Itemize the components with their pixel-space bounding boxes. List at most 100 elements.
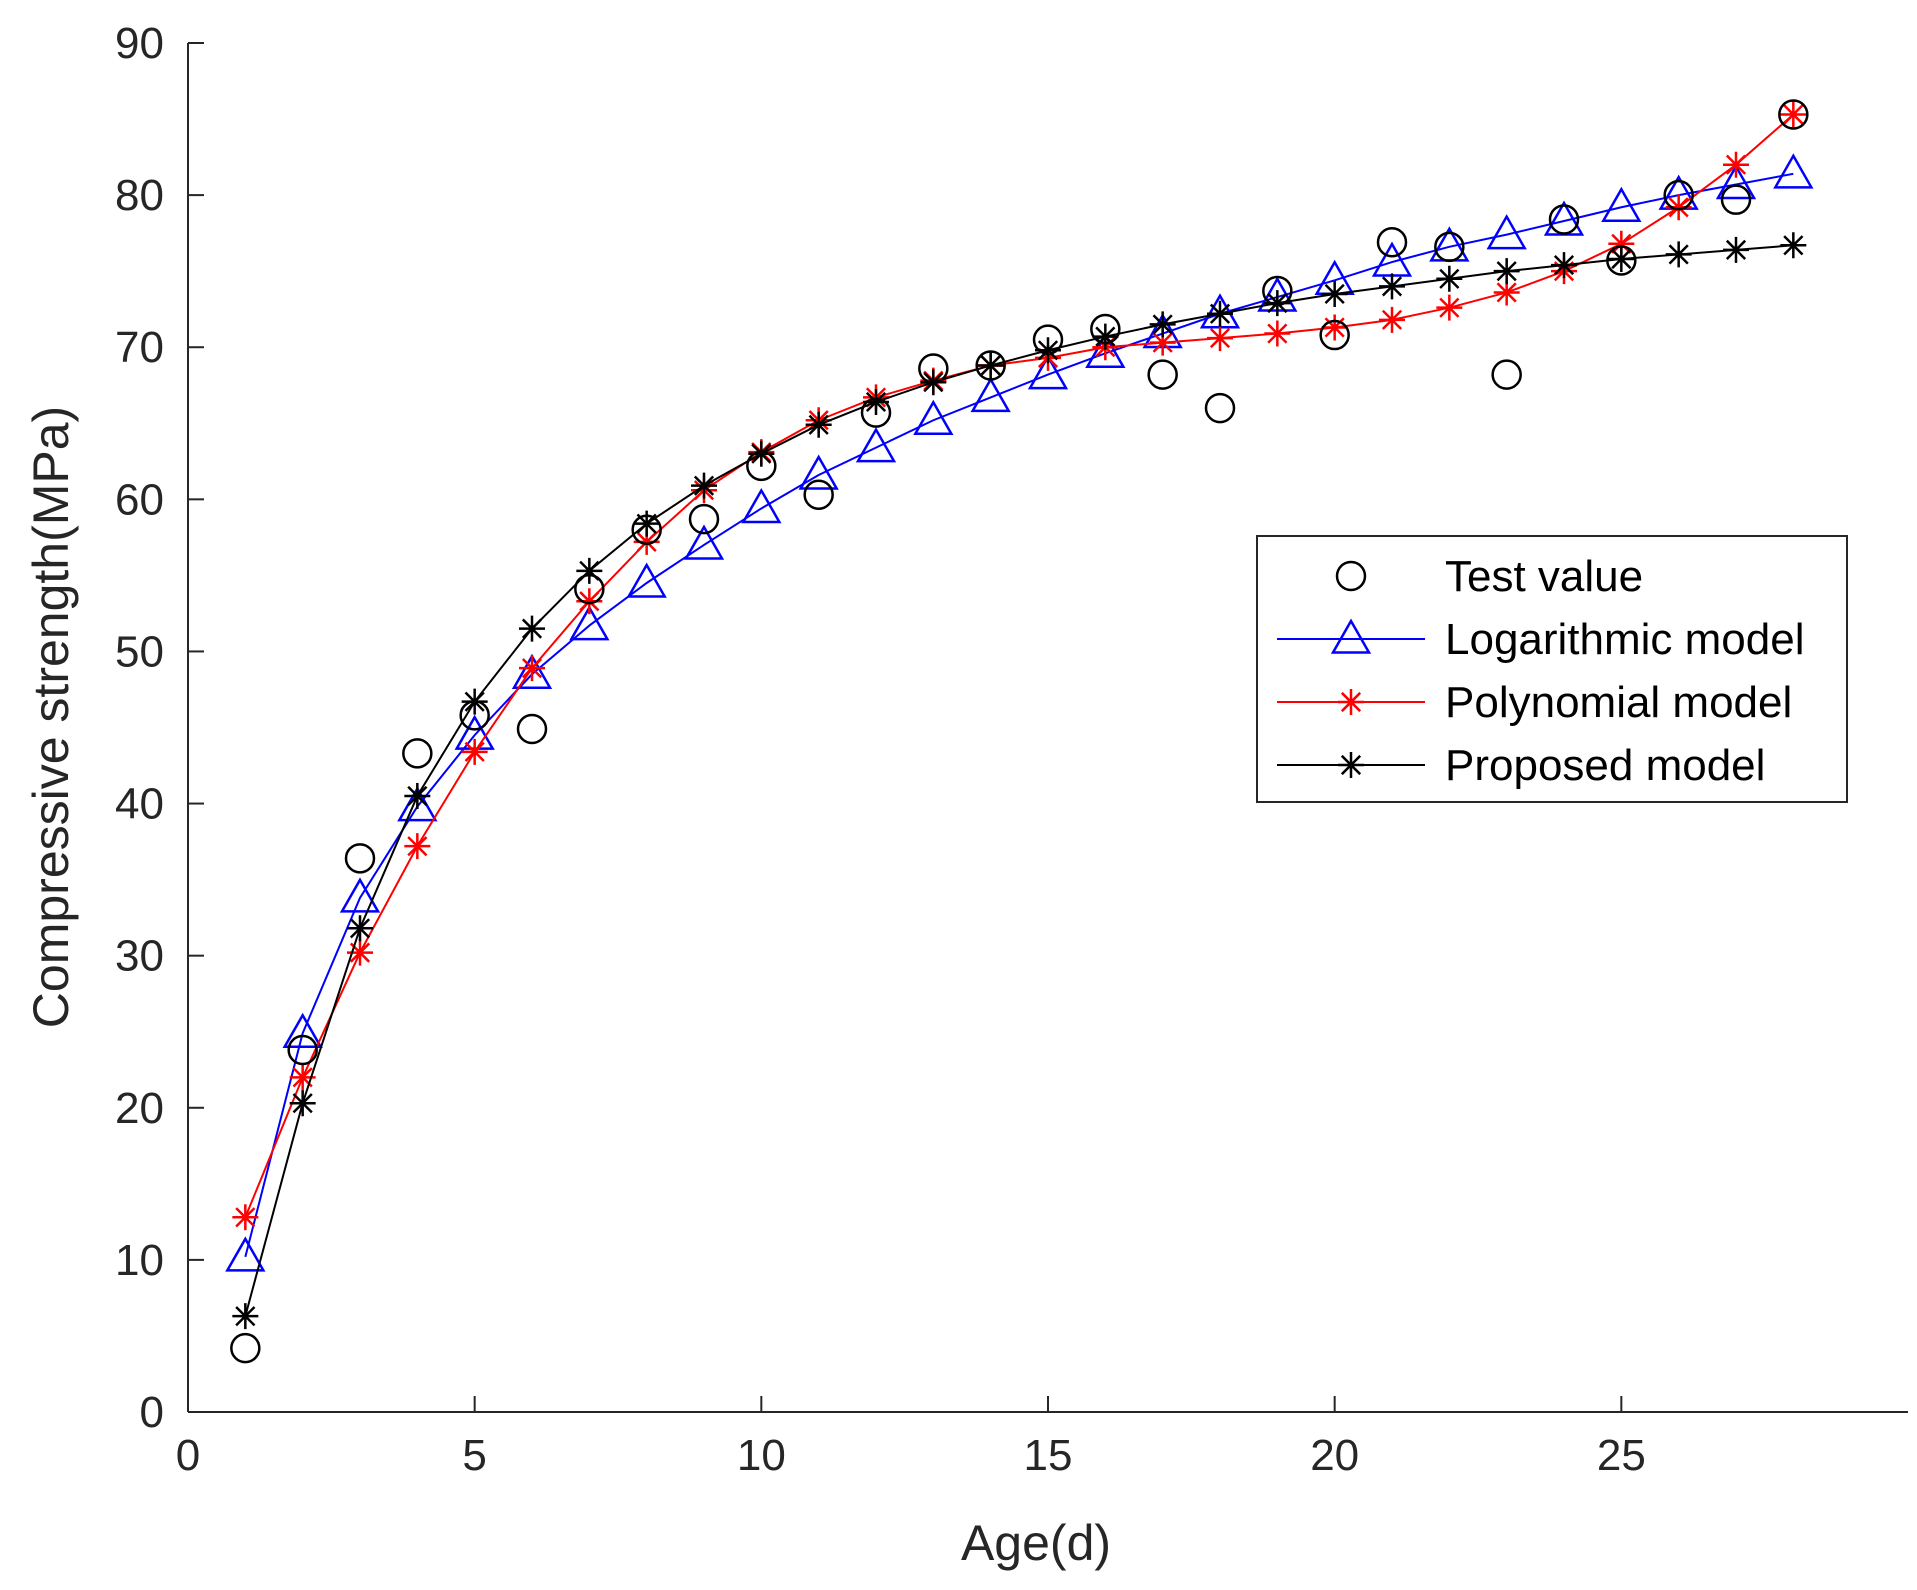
- data-point: [918, 353, 949, 384]
- data-point: [576, 557, 603, 584]
- data-point: [1548, 204, 1580, 235]
- data-point: [1606, 245, 1637, 276]
- data-point: [1321, 280, 1348, 307]
- data-point: [970, 376, 1011, 413]
- x-tick-label: 25: [1597, 1431, 1646, 1480]
- data-point: [1665, 241, 1692, 268]
- y-tick-label: 0: [140, 1388, 164, 1437]
- data-point: [1723, 151, 1749, 178]
- data-point: [347, 939, 373, 966]
- data-point: [1032, 324, 1064, 355]
- data-point: [1720, 184, 1752, 215]
- data-point: [225, 1236, 266, 1272]
- x-tick-label: 0: [176, 1431, 200, 1480]
- data-point: [1090, 313, 1121, 345]
- y-axis-title: Compressive strength(MPa): [23, 406, 79, 1028]
- legend-marker: [1330, 618, 1372, 654]
- data-point: [344, 843, 376, 874]
- data-point: [860, 397, 892, 428]
- data-point: [339, 877, 381, 913]
- data-point: [691, 472, 717, 499]
- data-point: [459, 700, 490, 731]
- data-point: [1035, 337, 1061, 364]
- data-point: [1493, 258, 1520, 285]
- data-point: [404, 833, 431, 860]
- data-point: [746, 450, 777, 482]
- data-point: [1376, 227, 1408, 258]
- data-point: [688, 503, 720, 535]
- data-point: [516, 713, 548, 745]
- legend-item: Proposed model: [1277, 741, 1765, 790]
- series-line: [244, 113, 1794, 1218]
- data-point: [1780, 101, 1807, 128]
- data-point: [519, 655, 545, 682]
- legend-item: Test value: [1335, 552, 1643, 601]
- legend: Test value Logarithmic model Polynomial mo…: [1256, 535, 1848, 803]
- data-point: [289, 1090, 316, 1117]
- data-point: [803, 479, 834, 511]
- data-point: [1264, 290, 1291, 317]
- x-tick-label: 5: [462, 1431, 486, 1480]
- data-point: [569, 605, 610, 641]
- y-tick-label: 10: [115, 1236, 164, 1285]
- x-tick-label: 10: [737, 1431, 786, 1480]
- data-point: [282, 1012, 323, 1048]
- legend-marker: [1338, 752, 1364, 778]
- data-point: [576, 588, 603, 615]
- data-point: [289, 1064, 316, 1091]
- data-point: [404, 782, 431, 809]
- y-tick-label: 90: [115, 19, 164, 68]
- series-test-value: [230, 99, 1809, 1364]
- data-point: [402, 738, 433, 769]
- data-point: [1204, 392, 1236, 424]
- data-point: [232, 1204, 259, 1231]
- axes-layer: 0 5 10 15 20 25 0 10 20 30 40 50 60 70 80 90: [115, 19, 1908, 1480]
- data-point: [1773, 153, 1814, 189]
- data-point: [631, 514, 662, 546]
- data-point: [1149, 329, 1176, 356]
- y-tick-label: 30: [115, 932, 164, 981]
- data-point: [1207, 300, 1233, 327]
- series-line: [244, 172, 1794, 1258]
- data-point: [626, 562, 667, 598]
- legend-label: Polynomial model: [1445, 678, 1792, 727]
- x-tick-label: 20: [1310, 1431, 1359, 1480]
- legend-item: Logarithmic model: [1277, 615, 1805, 664]
- data-point: [232, 1303, 259, 1330]
- legend-item: Polynomial model: [1277, 678, 1792, 727]
- data-point: [1149, 311, 1176, 338]
- data-point: [287, 1034, 318, 1066]
- data-point: [1027, 354, 1069, 390]
- data-point: [1379, 273, 1405, 300]
- data-point: [1601, 186, 1642, 223]
- data-point: [1608, 230, 1635, 257]
- data-point: [855, 427, 897, 463]
- y-tick-label: 60: [115, 475, 164, 524]
- data-point: [230, 1332, 261, 1364]
- data-point: [1207, 325, 1233, 352]
- x-axis-title: Age(d): [961, 1515, 1111, 1571]
- data-point: [511, 653, 553, 690]
- x-tick-label: 15: [1024, 1431, 1073, 1480]
- data-point: [1665, 194, 1692, 221]
- data-point: [1436, 265, 1463, 292]
- data-point: [1663, 179, 1694, 211]
- data-point: [798, 454, 839, 490]
- data-point: [519, 615, 545, 642]
- data-point: [1434, 231, 1465, 263]
- data-point: [975, 350, 1006, 381]
- data-point: [347, 915, 373, 942]
- series-proposed-model: [232, 232, 1807, 1330]
- legend-box: [1256, 535, 1848, 803]
- legend-marker: [1338, 689, 1364, 715]
- data-point: [748, 440, 775, 467]
- data-point: [1608, 245, 1635, 272]
- data-point: [1264, 320, 1291, 347]
- data-point: [1778, 99, 1809, 130]
- data-point: [1491, 359, 1522, 390]
- data-point: [1319, 319, 1350, 351]
- data-point: [1092, 323, 1119, 350]
- y-tick-label: 20: [115, 1084, 164, 1133]
- data-point: [1379, 306, 1405, 333]
